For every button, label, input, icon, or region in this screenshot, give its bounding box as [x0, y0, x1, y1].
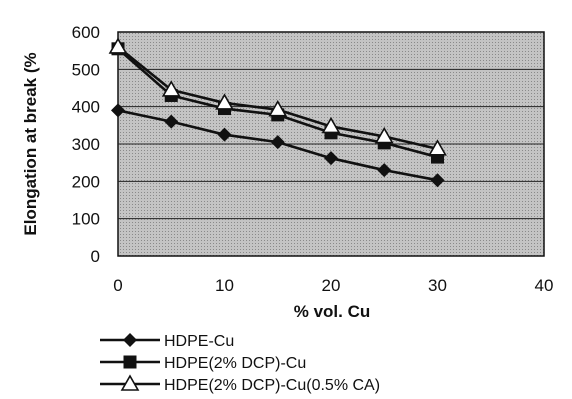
legend-entry: HDPE-Cu [164, 333, 234, 350]
data-point [268, 100, 288, 117]
series-0 [111, 103, 445, 188]
legend-marker [120, 374, 140, 391]
data-point [324, 151, 338, 166]
data-point [428, 139, 447, 156]
series-layer [108, 37, 447, 188]
data-point [111, 103, 125, 118]
data-point [430, 173, 445, 188]
x-tick-labels: 0 10 20 30 40 [113, 276, 553, 295]
y-tick-label: 600 [72, 23, 100, 42]
data-point [164, 114, 179, 129]
y-tick-label: 300 [72, 135, 100, 154]
legend-entry: HDPE(2% DCP)-Cu [164, 355, 306, 372]
data-point [217, 127, 232, 142]
y-tick-labels: 0 100 200 300 400 500 600 [72, 23, 100, 266]
data-point [321, 116, 341, 134]
y-tick-label: 200 [72, 172, 100, 191]
legend-marker [123, 333, 137, 347]
y-tick-label: 0 [91, 247, 100, 266]
x-axis-title: % vol. Cu [294, 302, 371, 321]
series-2 [108, 37, 447, 156]
x-tick-label: 30 [428, 276, 447, 295]
data-point [374, 126, 394, 144]
data-point [108, 37, 128, 54]
x-tick-label: 40 [535, 276, 554, 295]
x-tick-label: 20 [322, 276, 341, 295]
y-axis-title: Elongation at break (% [21, 52, 40, 235]
x-tick-label: 10 [215, 276, 234, 295]
legend-marker [123, 355, 137, 369]
data-point [377, 163, 392, 178]
legend-entry: HDPE(2% DCP)-Cu(0.5% CA) [164, 377, 380, 394]
data-point [161, 80, 181, 97]
x-tick-label: 0 [113, 276, 122, 295]
data-point [215, 93, 234, 110]
y-tick-label: 500 [72, 60, 100, 79]
legend: HDPE-Cu HDPE(2% DCP)-Cu HDPE(2% DCP)-Cu(0.… [100, 333, 380, 394]
gridlines [118, 68, 544, 220]
y-tick-label: 400 [72, 98, 100, 117]
y-tick-label: 100 [72, 210, 100, 229]
data-point [270, 135, 285, 150]
